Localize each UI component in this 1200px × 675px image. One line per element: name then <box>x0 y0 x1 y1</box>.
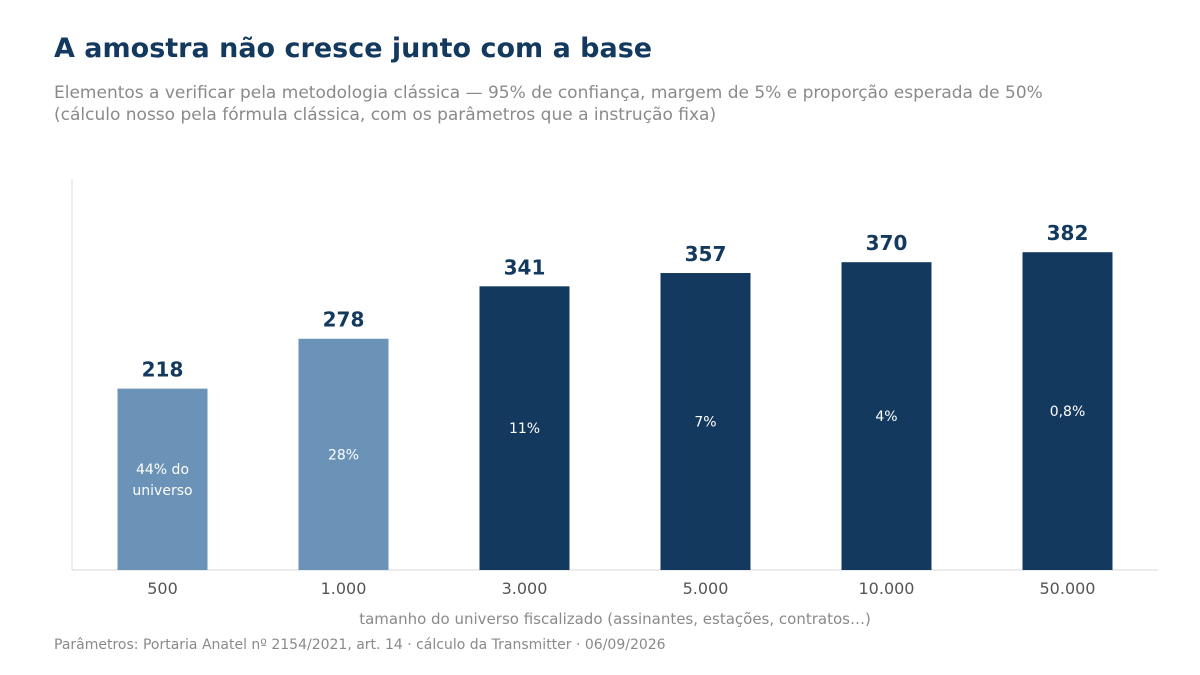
chart-title: A amostra não cresce junto com a base <box>54 33 653 64</box>
chart-subtitle: Elementos a verificar pela metodologia c… <box>54 82 1174 126</box>
bar-group: 218 44% do universo 500 <box>117 358 208 598</box>
x-tick-label: 10.000 <box>859 579 915 598</box>
bar-inner-label: 44% do <box>136 462 189 478</box>
x-tick-label: 5.000 <box>683 579 729 598</box>
bar-inner-label: 0,8% <box>1050 404 1086 420</box>
subtitle-line-1: Elementos a verificar pela metodologia c… <box>54 83 1043 103</box>
bars-layer: 218 44% do universo 500 278 28% 1.000 341 11% 3.0… <box>117 221 1113 598</box>
subtitle-line-2: (cálculo nosso pela fórmula clássica, co… <box>54 105 717 125</box>
bar-group: 357 7% 5.000 <box>660 242 751 598</box>
x-tick-label: 3.000 <box>502 579 548 598</box>
x-tick-label: 500 <box>147 579 178 598</box>
bar-group: 341 11% 3.000 <box>479 255 570 598</box>
bar <box>479 286 570 570</box>
bar-value-label: 357 <box>685 242 727 266</box>
bar <box>117 388 208 570</box>
bar-inner-label: universo <box>132 483 192 499</box>
bar-value-label: 370 <box>866 231 908 255</box>
bar-group: 382 0,8% 50.000 <box>1022 221 1113 598</box>
bar-group: 370 4% 10.000 <box>841 231 932 598</box>
bar <box>660 273 751 570</box>
bar-value-label: 278 <box>323 308 365 332</box>
bar-value-label: 341 <box>504 255 546 279</box>
bar-group: 278 28% 1.000 <box>298 308 389 598</box>
x-axis-label: tamanho do universo fiscalizado (assinan… <box>359 610 871 628</box>
x-tick-label: 50.000 <box>1040 579 1096 598</box>
bar <box>1022 252 1113 571</box>
bar <box>298 338 389 570</box>
bar-inner-label: 4% <box>875 409 897 425</box>
bar-value-label: 218 <box>142 358 184 382</box>
bar <box>841 262 932 570</box>
bar-inner-label: 7% <box>694 415 716 431</box>
footnote: Parâmetros: Portaria Anatel nº 2154/2021… <box>54 637 666 653</box>
bar-value-label: 382 <box>1047 221 1089 245</box>
bar-inner-label: 28% <box>328 447 359 463</box>
bar-inner-label: 11% <box>509 421 540 437</box>
x-tick-label: 1.000 <box>321 579 367 598</box>
